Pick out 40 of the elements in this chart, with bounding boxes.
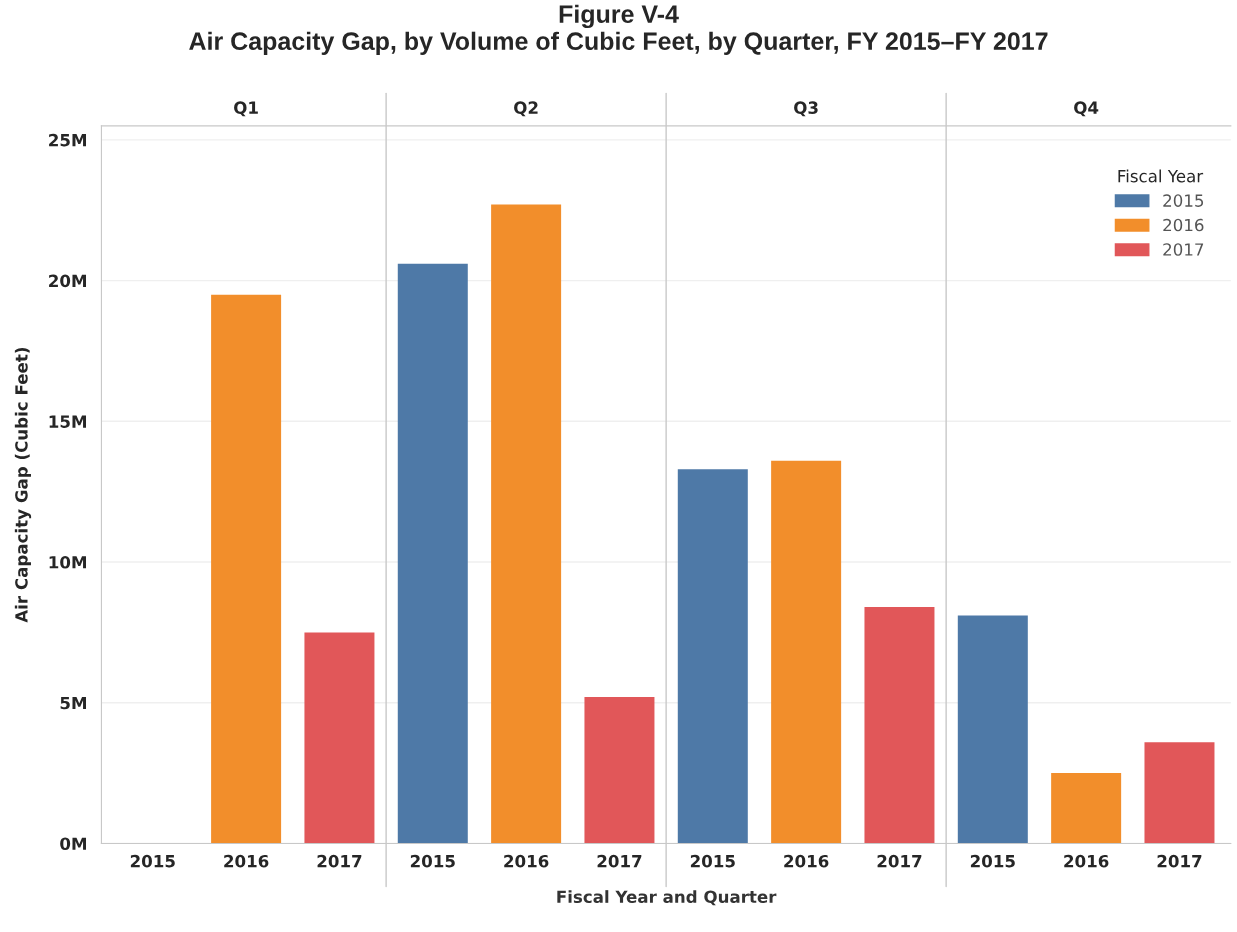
legend-label: 2017 xyxy=(1163,243,1204,256)
text: Q1 xyxy=(234,101,258,117)
y-axis-title: Air Capacity Gap (Cubic Feet) xyxy=(14,348,32,623)
bar xyxy=(211,294,282,844)
x-tick-label: 2017 xyxy=(317,854,362,868)
x-tick-label: 2017 xyxy=(877,854,922,868)
bar xyxy=(397,263,468,844)
bar xyxy=(491,204,562,844)
x-tick-label: 2016 xyxy=(1064,854,1109,868)
y-tick-label: 5M xyxy=(60,696,87,710)
bar xyxy=(584,697,655,844)
x-axis-title: Fiscal Year and Quarter xyxy=(557,890,777,906)
x-tick-label: 2015 xyxy=(690,854,735,868)
bar xyxy=(1144,742,1215,844)
legend-label: 2016 xyxy=(1163,218,1204,232)
x-tick-label: 2016 xyxy=(224,854,269,868)
x-tick-label: 2015 xyxy=(970,854,1015,868)
legend-label: 2015 xyxy=(1163,194,1204,207)
bar xyxy=(677,469,748,844)
text: Q3 xyxy=(794,101,818,117)
text: Q2 xyxy=(514,101,538,117)
y-tick-label: 15M xyxy=(49,415,87,428)
y-tick-label: 25M xyxy=(49,133,87,147)
x-tick-label: 2017 xyxy=(597,854,642,868)
bar xyxy=(864,607,935,844)
bar xyxy=(1051,773,1122,844)
x-tick-label: 2016 xyxy=(504,854,549,868)
x-tick-label: 2015 xyxy=(130,854,175,868)
y-tick-label: 0M xyxy=(60,837,87,851)
bar xyxy=(771,460,842,844)
bar xyxy=(304,632,375,844)
y-tick-label: 10M xyxy=(49,555,87,569)
chart-title: Figure V-4 Air Capacity Gap, by Volume of Cubic Feet, by Quarter, FY 2015–FY 2017 xyxy=(189,4,1048,55)
x-tick-label: 2017 xyxy=(1157,854,1202,868)
bar xyxy=(957,615,1028,844)
x-tick-label: 2015 xyxy=(410,854,455,868)
y-tick-label: 20M xyxy=(49,274,87,288)
text: Q4 xyxy=(1074,101,1099,117)
x-tick-label: 2016 xyxy=(784,854,829,868)
legend-title: Fiscal Year xyxy=(1118,169,1204,183)
